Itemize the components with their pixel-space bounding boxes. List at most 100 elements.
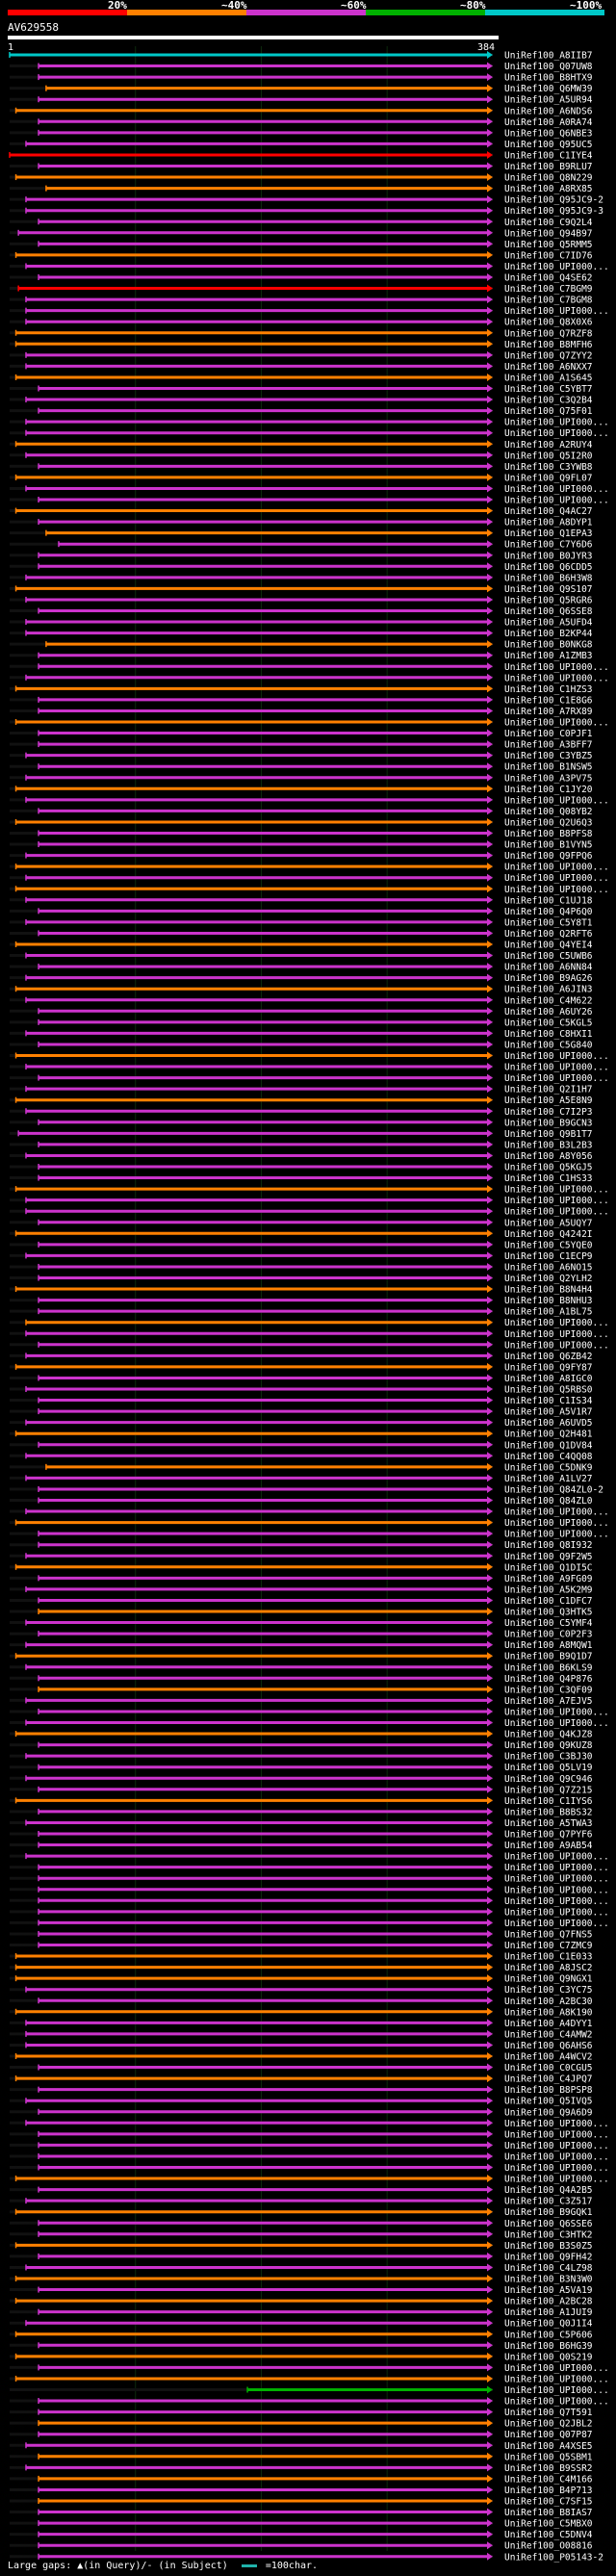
hit-arrow	[487, 2452, 493, 2460]
hit-label: UniRef100_C1HS33	[504, 1173, 593, 1184]
hit-arrow	[487, 584, 493, 593]
hit-arrow	[487, 2441, 493, 2450]
hit-arrow	[487, 473, 493, 481]
hit-label: UniRef100_A8MQW1	[504, 1640, 593, 1651]
hit-label: UniRef100_C1IYE4	[504, 150, 593, 161]
hit-label: UniRef100_UPI000...	[504, 1530, 609, 1540]
hit-label: UniRef100_C1DFC7	[504, 1596, 593, 1607]
hit-label: UniRef100_C9Q2L4	[504, 218, 593, 228]
hit-label: UniRef100_Q1DV84	[504, 1440, 593, 1451]
hit-arrow	[487, 1507, 493, 1516]
hit-arrow	[487, 62, 493, 70]
hit-label: UniRef100_Q07P87	[504, 2430, 593, 2440]
hit-arrow	[487, 863, 493, 871]
hit-label: UniRef100_A0RA74	[504, 117, 593, 128]
hit-arrow	[487, 1374, 493, 1382]
hit-label: UniRef100_UPI000...	[504, 1340, 609, 1351]
hit-arrow	[487, 1362, 493, 1371]
hit-label: UniRef100_A7RX89	[504, 707, 593, 717]
hit-label: UniRef100_Q0S219	[504, 2352, 593, 2362]
hit-label: UniRef100_A8JSC2	[504, 1963, 593, 1973]
hit-label: UniRef100_B3L2B3	[504, 1140, 593, 1150]
hit-label: UniRef100_C5YMF4	[504, 1618, 593, 1629]
hit-label: UniRef100_C7I2P3	[504, 1107, 593, 1118]
hit-label: UniRef100_A1LV27	[504, 1474, 593, 1484]
hit-arrow	[487, 1785, 493, 1793]
hit-arrow	[487, 296, 493, 304]
hit-arrow	[487, 2052, 493, 2060]
hit-arrow	[487, 606, 493, 615]
hit-arrow	[487, 1240, 493, 1249]
hit-label: UniRef100_UPI000...	[504, 1318, 609, 1328]
hit-arrow	[487, 1730, 493, 1739]
hit-arrow	[487, 1896, 493, 1905]
hit-label: UniRef100_C1IYS6	[504, 1796, 593, 1807]
hit-arrow	[487, 2463, 493, 2472]
hit-arrow	[487, 885, 493, 893]
hit-label: UniRef100_Q6MW39	[504, 84, 593, 94]
hit-label: UniRef100_UPI000...	[504, 863, 609, 873]
hit-arrow	[487, 1718, 493, 1727]
hit-label: UniRef100_UPI000...	[504, 2374, 609, 2384]
query-end: 384	[477, 42, 496, 53]
hit-arrow	[487, 2252, 493, 2260]
hit-arrow	[487, 963, 493, 971]
hit-arrow	[487, 306, 493, 315]
hit-arrow	[487, 1841, 493, 1849]
hit-label: UniRef100_Q07UW8	[504, 62, 593, 72]
hit-arrow	[487, 373, 493, 381]
hit-arrow	[487, 1830, 493, 1838]
legend-tick-20: 20%	[108, 0, 127, 12]
hit-arrow	[487, 218, 493, 226]
hit-label: UniRef100_C7ID76	[504, 250, 593, 261]
large-gaps-note: Large gaps: ▲(in Query)/- (in Subject)	[8, 2561, 228, 2571]
hit-arrow	[487, 1163, 493, 1171]
hit-label: UniRef100_UPI000...	[504, 2363, 609, 2374]
hit-label: UniRef100_C5YBT7	[504, 384, 593, 395]
hit-arrow	[487, 1996, 493, 2005]
hit-arrow	[487, 84, 493, 92]
hit-label: UniRef100_Q2RFT6	[504, 929, 593, 940]
hit-arrow	[487, 2330, 493, 2338]
hit-arrow	[487, 740, 493, 749]
identity-legend-bar	[8, 10, 604, 15]
hit-arrow	[487, 1518, 493, 1527]
hit-arrow	[487, 540, 493, 549]
hit-label: UniRef100_C5P606	[504, 2330, 593, 2340]
hit-label: UniRef100_Q84ZL0-2	[504, 1484, 603, 1495]
hit-label: UniRef100_C4LZ98	[504, 2263, 593, 2274]
hit-label: UniRef100_A8Y056	[504, 1151, 593, 1162]
hit-arrow	[487, 640, 493, 649]
hit-label: UniRef100_B8PFS8	[504, 829, 593, 839]
hit-arrow	[487, 1885, 493, 1893]
hit-arrow	[487, 2486, 493, 2494]
hit-label: UniRef100_Q1EPA3	[504, 528, 593, 539]
hit-label: UniRef100_B6HG39	[504, 2341, 593, 2352]
scale-note: =100char.	[265, 2561, 319, 2571]
scale-bar-icon	[241, 2563, 257, 2567]
hit-label: UniRef100_C4M622	[504, 995, 593, 1006]
hit-arrow	[487, 951, 493, 960]
hit-arrow	[487, 595, 493, 604]
hit-arrow	[487, 1085, 493, 1094]
hit-arrow	[487, 2029, 493, 2038]
hit-arrow	[487, 1029, 493, 1038]
hit-arrow	[487, 1685, 493, 1693]
hit-arrow	[487, 406, 493, 415]
hit-label: UniRef100_C7Y6D6	[504, 540, 593, 551]
hit-label: UniRef100_A2BC30	[504, 1996, 593, 2007]
hit-label: UniRef100_Q8N229	[504, 173, 593, 184]
hit-arrow	[487, 1662, 493, 1671]
hit-label: UniRef100_A9AB54	[504, 1841, 593, 1851]
hit-label: UniRef100_B3N3W0	[504, 2275, 593, 2285]
hit-label: UniRef100_UPI000...	[504, 2141, 609, 2151]
hit-label: UniRef100_Q4AC27	[504, 506, 593, 517]
hit-arrow	[487, 1340, 493, 1349]
hit-label: UniRef100_Q9FPQ6	[504, 851, 593, 862]
hit-label: UniRef100_B9Q1D7	[504, 1652, 593, 1662]
hit-arrow	[487, 384, 493, 393]
hit-label: UniRef100_B8PSP8	[504, 2085, 593, 2096]
legend-tick-100: ~100%	[570, 0, 603, 12]
hit-arrow	[487, 2508, 493, 2516]
hit-arrow	[487, 1618, 493, 1627]
